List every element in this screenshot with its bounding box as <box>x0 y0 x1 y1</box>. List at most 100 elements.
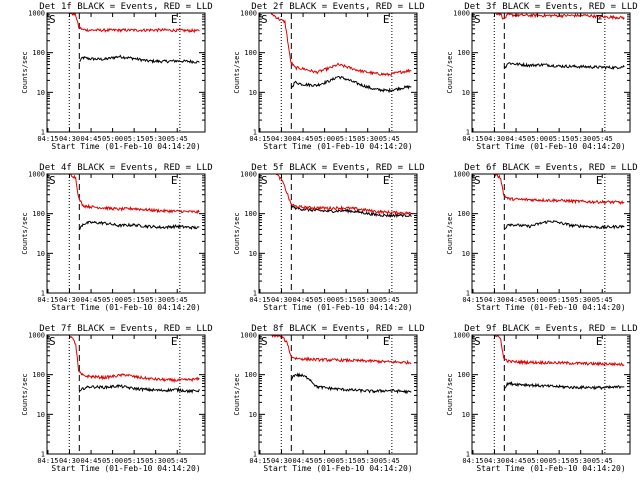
x-tick-label: 05:15 <box>124 457 145 465</box>
x-tick-label: 04:45 <box>506 135 527 143</box>
x-tick-label: 05:30 <box>570 135 591 143</box>
end-marker-label: E <box>171 13 178 26</box>
y-tick-label: 100 <box>244 49 257 57</box>
x-tick-label: 04:30 <box>271 135 292 143</box>
series-line-events <box>290 75 412 94</box>
y-tick-label: 1 <box>466 451 470 459</box>
end-marker-label: E <box>383 174 390 187</box>
series-line-lld <box>69 13 200 34</box>
series-line-events <box>78 384 200 394</box>
y-tick-label: 100 <box>457 371 470 379</box>
x-tick-label: 05:00 <box>527 296 548 304</box>
x-tick-label: 05:30 <box>145 296 166 304</box>
y-tick-label: 1 <box>253 129 257 137</box>
y-tick-label: 10 <box>462 250 470 258</box>
start-marker-label: S <box>261 174 268 187</box>
panel-title: Det 5f BLACK = Events, RED = LLD <box>251 163 424 173</box>
y-tick-label: 1 <box>253 290 257 298</box>
x-tick-label: 05:30 <box>145 135 166 143</box>
x-axis-label: Start Time (01-Feb-10 04:14:20) <box>263 303 412 312</box>
x-tick-label: 04:15 <box>249 457 270 465</box>
x-axis-label: Start Time (01-Feb-10 04:14:20) <box>263 142 412 151</box>
series-line-events <box>504 219 625 230</box>
y-axis-label: Counts/sec <box>446 51 454 93</box>
plot-frame <box>471 173 631 294</box>
panel-title: Det 3f BLACK = Events, RED = LLD <box>464 2 637 12</box>
x-tick-label: 04:45 <box>293 296 314 304</box>
y-tick-label: 10 <box>249 411 257 419</box>
y-tick-label: 1 <box>41 290 45 298</box>
y-tick-label: 1 <box>466 129 470 137</box>
x-tick-label: 04:45 <box>81 135 102 143</box>
y-tick-label: 10 <box>37 411 45 419</box>
x-axis-label: Start Time (01-Feb-10 04:14:20) <box>51 303 200 312</box>
y-tick-label: 100 <box>457 49 470 57</box>
series-line-events <box>79 54 200 65</box>
x-tick-label: 04:15 <box>37 135 58 143</box>
x-tick-label: 05:45 <box>167 135 188 143</box>
plot-frame <box>46 173 206 294</box>
plot-frame <box>258 12 418 133</box>
y-tick-label: 1 <box>41 129 45 137</box>
panel-det-4: Det 4f BLACK = Events, RED = LLD 1 10 100 10… <box>21 163 213 312</box>
x-tick-label: 04:45 <box>81 296 102 304</box>
y-axis-label: Counts/sec <box>21 51 29 93</box>
x-tick-label: 05:15 <box>549 135 570 143</box>
x-tick-label: 05:45 <box>592 457 613 465</box>
y-tick-label: 100 <box>32 49 45 57</box>
end-marker-label: E <box>383 13 390 26</box>
x-tick-label: 05:45 <box>379 457 400 465</box>
y-tick-label: 100 <box>457 210 470 218</box>
x-tick-label: 05:00 <box>314 296 335 304</box>
panel-title: Det 7f BLACK = Events, RED = LLD <box>39 324 212 334</box>
y-axis-label: Counts/sec <box>233 373 241 415</box>
y-tick-label: 1000 <box>240 171 257 179</box>
y-tick-label: 100 <box>244 371 257 379</box>
start-marker-label: S <box>49 13 56 26</box>
start-marker-label: S <box>49 174 56 187</box>
x-tick-label: 05:45 <box>379 135 400 143</box>
y-tick-label: 1000 <box>28 332 45 340</box>
x-tick-label: 04:45 <box>293 135 314 143</box>
x-tick-label: 05:15 <box>336 296 357 304</box>
series-line-events <box>79 220 200 231</box>
panel-det-7: Det 7f BLACK = Events, RED = LLD 1 10 100 10… <box>21 324 213 473</box>
plot-frame <box>46 12 206 133</box>
x-tick-label: 05:30 <box>357 135 378 143</box>
x-tick-label: 05:15 <box>124 135 145 143</box>
end-marker-label: E <box>596 335 603 348</box>
start-marker-label: S <box>474 174 481 187</box>
x-tick-label: 04:15 <box>249 296 270 304</box>
series-line-lld <box>494 335 625 367</box>
x-tick-label: 05:30 <box>570 457 591 465</box>
x-tick-label: 04:15 <box>249 135 270 143</box>
x-tick-label: 04:30 <box>59 296 80 304</box>
x-tick-label: 04:30 <box>484 135 505 143</box>
series-line-events <box>503 381 625 391</box>
x-tick-label: 04:30 <box>271 296 292 304</box>
x-tick-label: 05:45 <box>592 296 613 304</box>
panel-title: Det 9f BLACK = Events, RED = LLD <box>464 324 637 334</box>
x-tick-label: 04:15 <box>37 296 58 304</box>
start-marker-label: S <box>474 13 481 26</box>
x-tick-label: 05:45 <box>379 296 400 304</box>
y-tick-label: 1000 <box>240 332 257 340</box>
end-marker-label: E <box>596 13 603 26</box>
y-tick-label: 100 <box>32 371 45 379</box>
x-tick-label: 05:00 <box>527 135 548 143</box>
y-tick-label: 10 <box>249 89 257 97</box>
series-line-lld <box>494 174 625 205</box>
y-tick-label: 1 <box>253 451 257 459</box>
x-tick-label: 05:30 <box>357 457 378 465</box>
y-tick-label: 1 <box>41 451 45 459</box>
panel-det-5: Det 5f BLACK = Events, RED = LLD 1 10 100 10… <box>233 163 425 312</box>
x-tick-label: 04:30 <box>484 457 505 465</box>
x-tick-label: 05:00 <box>314 135 335 143</box>
x-tick-label: 05:00 <box>527 457 548 465</box>
x-tick-label: 05:45 <box>167 296 188 304</box>
x-tick-label: 05:15 <box>124 296 145 304</box>
x-tick-label: 04:45 <box>293 457 314 465</box>
series-line-lld <box>275 174 412 216</box>
x-tick-label: 05:30 <box>357 296 378 304</box>
